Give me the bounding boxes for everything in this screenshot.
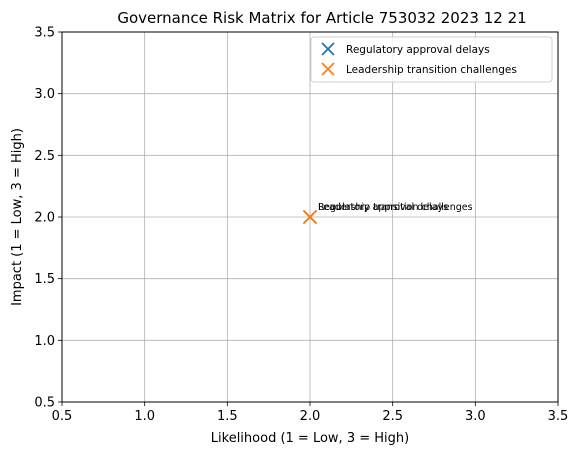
y-tick-label: 0.5 [34, 396, 55, 411]
y-tick-label: 1.0 [34, 334, 55, 349]
x-tick-label: 3.5 [548, 409, 569, 424]
x-tick-label: 2.5 [382, 409, 403, 424]
legend-marker [321, 42, 335, 56]
y-tick-label: 2.5 [34, 149, 55, 164]
x-axis-ticks: 0.5 1.0 1.5 2.0 2.5 3.0 3.5 [52, 402, 569, 424]
x-tick-label: 0.5 [52, 409, 73, 424]
legend-marker [321, 62, 335, 76]
chart-title: Governance Risk Matrix for Article 75303… [117, 9, 526, 27]
x-tick-label: 3.0 [465, 409, 486, 424]
y-tick-label: 3.5 [34, 26, 55, 41]
point-annotation: Regulatory approval delays [318, 202, 448, 213]
x-tick-label: 2.0 [300, 409, 321, 424]
y-axis-label: Impact (1 = Low, 3 = High) [10, 128, 25, 306]
legend-entry: Leadership transition challenges [346, 64, 517, 76]
x-tick-label: 1.0 [134, 409, 155, 424]
data-point [302, 209, 318, 225]
y-axis-ticks: 0.5 1.0 1.5 2.0 2.5 3.0 3.5 [34, 26, 62, 411]
y-tick-label: 2.0 [34, 211, 55, 226]
legend-box [310, 36, 553, 83]
legend: Regulatory approval delays Leadership tra… [310, 36, 553, 83]
y-tick-label: 3.0 [34, 87, 55, 102]
legend-entry: Regulatory approval delays [346, 44, 490, 56]
point-annotation: Leadership transition challenges [318, 202, 473, 213]
y-tick-label: 1.5 [34, 272, 55, 287]
x-axis-label: Likelihood (1 = Low, 3 = High) [211, 431, 409, 446]
x-tick-label: 1.5 [217, 409, 238, 424]
